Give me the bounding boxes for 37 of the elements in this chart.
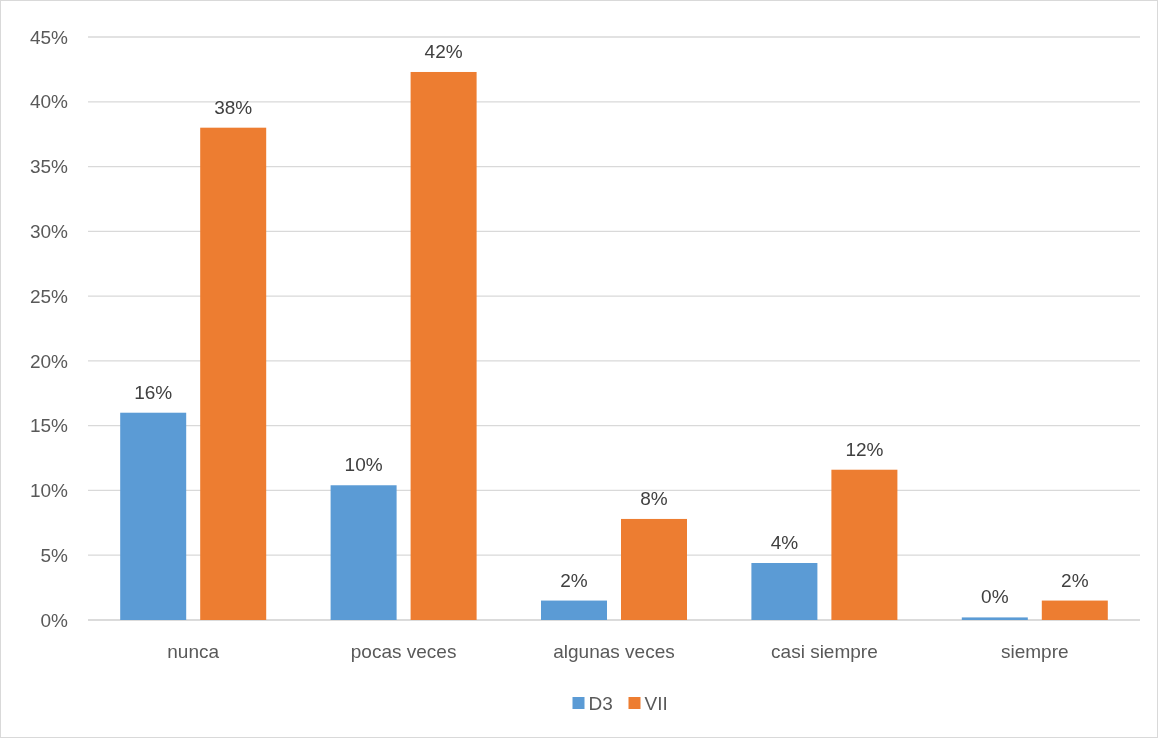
y-tick-label: 45% (29, 26, 69, 48)
bar (330, 485, 397, 620)
x-tick-label: algunas veces (553, 641, 675, 662)
y-tick-label: 35% (29, 156, 69, 178)
bar (541, 600, 607, 620)
data-label: 2% (1061, 569, 1089, 591)
legend-label: VII (644, 692, 668, 714)
bar (621, 518, 687, 620)
y-tick-label: 40% (29, 91, 69, 113)
x-tick-label: siempre (1001, 641, 1069, 662)
x-tick-label: casi siempre (771, 641, 878, 662)
y-tick-label: 5% (40, 544, 69, 566)
y-tick-label: 30% (29, 220, 69, 242)
data-label: 38% (214, 96, 253, 118)
bar (410, 71, 477, 620)
y-tick-label: 20% (29, 350, 69, 372)
legend-label: D3 (588, 692, 613, 714)
data-label: 0% (981, 586, 1009, 608)
y-tick-label: 10% (29, 480, 69, 502)
data-label: 12% (845, 438, 884, 460)
data-label: 42% (424, 40, 463, 62)
bar (961, 617, 1028, 620)
data-label: 2% (560, 569, 588, 591)
bar (200, 127, 267, 620)
x-tick-label: pocas veces (350, 641, 457, 662)
data-label: 8% (640, 487, 668, 509)
bar (120, 412, 187, 620)
bar (751, 563, 818, 620)
data-label: 16% (134, 381, 173, 403)
bar (831, 469, 898, 620)
data-label: 4% (770, 532, 799, 553)
y-tick-label: 25% (29, 285, 69, 307)
y-tick-label: 0% (40, 609, 69, 631)
bar (1041, 600, 1108, 620)
y-tick-label: 15% (29, 415, 69, 437)
x-tick-label: nunca (167, 641, 220, 662)
data-label: 10% (344, 454, 383, 476)
